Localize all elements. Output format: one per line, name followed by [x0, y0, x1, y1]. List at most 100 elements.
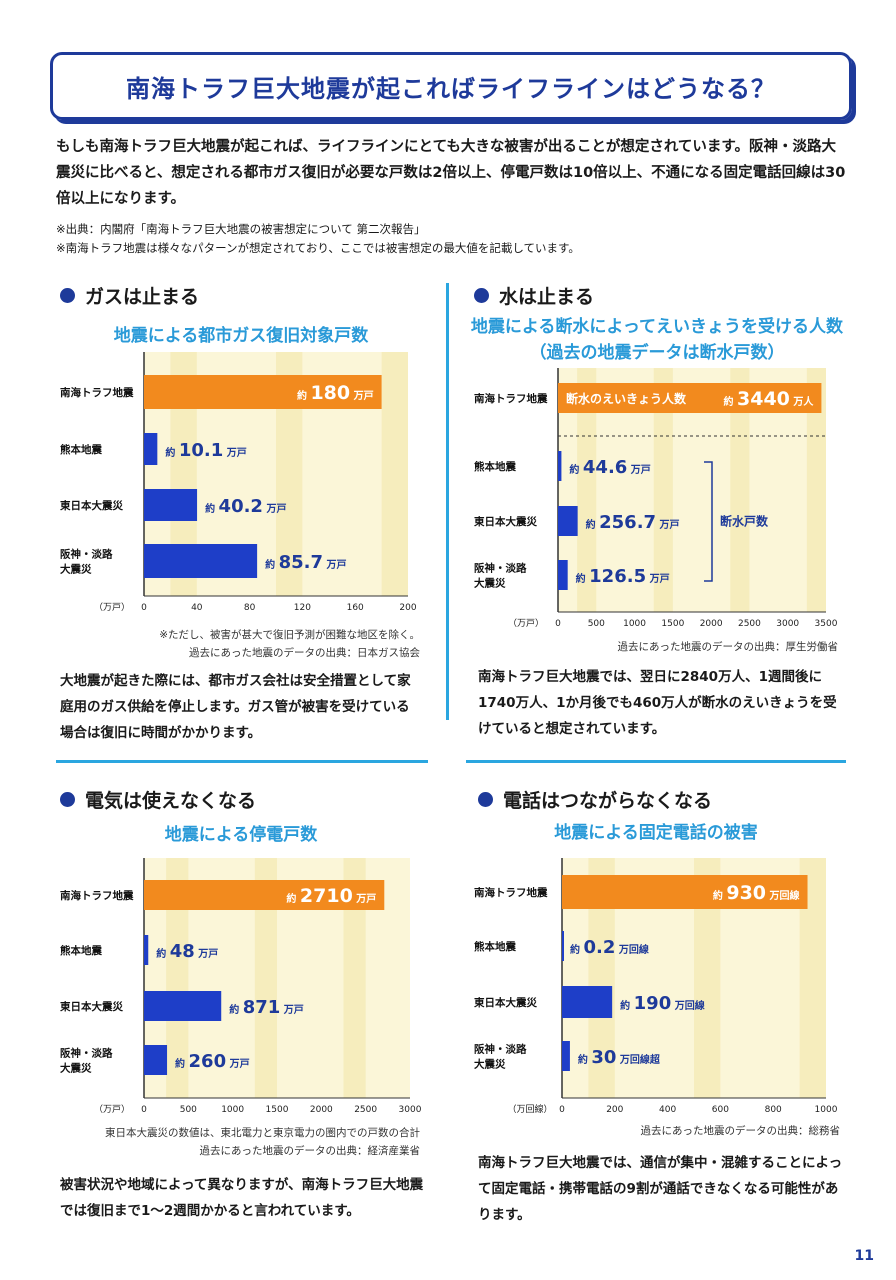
x-tick-label: 500 [588, 619, 605, 629]
gas-source-data: 過去にあった地震のデータの出典：日本ガス協会 [189, 647, 420, 659]
bar-3 [144, 544, 258, 578]
category-label: 南海トラフ地震 [60, 386, 134, 399]
value-label: 約 871 万戸 [229, 997, 304, 1018]
x-tick-label: 2500 [354, 1105, 377, 1115]
x-tick-label: 2000 [700, 619, 723, 629]
power-source-data: 過去にあった地震のデータの出典：経済産業省 [199, 1145, 421, 1157]
x-tick-label: 3500 [815, 619, 838, 629]
bar-1 [558, 451, 562, 481]
section-gas-title: ガスは止まる [85, 286, 200, 308]
x-tick-label: 400 [659, 1105, 676, 1115]
bar-3 [144, 1045, 168, 1075]
grid-band [381, 352, 408, 596]
x-axis-unit: （万回線） [507, 1103, 552, 1115]
x-tick-label: 1500 [661, 619, 684, 629]
bar-2 [562, 986, 613, 1018]
value-label: 約 48 万戸 [156, 941, 218, 962]
x-axis-unit: （万戸） [94, 602, 130, 613]
category-label: 熊本地震 [474, 460, 516, 473]
section-water-title: 水は止まる [499, 286, 595, 308]
value-label: 約 180 万戸 [297, 382, 374, 404]
notes: ※出典：内閣府「南海トラフ巨大地震の被害想定について 第二次報告」 ※南海トラフ… [56, 220, 846, 258]
section-phone-title: 電話はつながらなくなる [503, 790, 713, 812]
x-tick-label: 160 [347, 603, 364, 613]
category-label: 東日本大震災 [60, 499, 123, 512]
chart-water-subtitle: （過去の地震データは断水戸数） [529, 343, 785, 363]
category-label: 阪神・淡路 [474, 562, 527, 575]
section-power-heading: 電気は使えなくなる [60, 786, 256, 813]
category-label: 南海トラフ地震 [60, 889, 134, 902]
chart-phone-title: 地震による固定電話の被害 [554, 823, 758, 843]
chart-water-sources: 過去にあった地震のデータの出典：厚生労働省 [470, 638, 839, 656]
section-water-heading: 水は止まる [474, 282, 594, 309]
x-tick-label: 1000 [815, 1105, 838, 1115]
x-tick-label: 3000 [776, 619, 799, 629]
bracket [704, 461, 713, 582]
x-tick-label: 200 [606, 1105, 623, 1115]
gas-source-note: ※ただし、被害が甚大で復旧予測が困難な地区を除く。 [159, 629, 420, 641]
section-phone-body: 南海トラフ巨大地震では、通信が集中・混雑することによって固定電話・携帯電話の9割… [478, 1155, 843, 1223]
bar-3 [562, 1041, 570, 1071]
bar-2 [144, 991, 222, 1021]
chart-power: 0 500 1000 1500 2000 2500 3000 （万戸） 南海トラフ地震 約 271… [60, 858, 422, 1115]
bracket-label: 断水戸数 [720, 514, 769, 529]
note-source: ※出典：内閣府「南海トラフ巨大地震の被害想定について 第二次報告」 [56, 222, 426, 236]
note-pattern: ※南海トラフ地震は様々なパターンが想定されており、ここでは被害想定の最大値を記載… [56, 241, 580, 255]
bar-2 [558, 506, 578, 536]
x-axis-unit: （万戸） [94, 1104, 130, 1115]
power-source-note: 東日本大震災の数値は、東北電力と東京電力の圏内での戸数の合計 [105, 1127, 420, 1139]
section-gas-heading: ガスは止まる [60, 282, 199, 309]
bar-2 [144, 489, 198, 521]
category-label: 阪神・淡路 [60, 548, 113, 561]
value-label: 約 190 万回線 [620, 993, 705, 1014]
x-tick-label: 800 [765, 1105, 782, 1115]
category-label: 大震災 [474, 1058, 506, 1071]
category-label: 熊本地震 [474, 940, 516, 953]
page-title: 南海トラフ巨大地震が起こればライフラインはどうなる？ [126, 74, 776, 103]
bar-0 [144, 375, 382, 409]
category-label: 阪神・淡路 [60, 1047, 113, 1060]
category-label: 東日本大震災 [60, 1000, 123, 1013]
x-tick-label: 0 [555, 619, 561, 629]
x-tick-label: 0 [141, 603, 147, 613]
bar-0 [562, 875, 808, 909]
x-tick-label: 0 [559, 1105, 565, 1115]
value-label: 約 256.7 万戸 [586, 512, 680, 533]
category-label: 熊本地震 [60, 443, 102, 456]
title-box: 南海トラフ巨大地震が起こればライフラインはどうなる？ [50, 52, 852, 120]
bar-0 [144, 880, 385, 910]
grid-band [730, 368, 750, 612]
x-tick-label: 1000 [221, 1105, 244, 1115]
chart-phone: 0 200 400 600 800 1000 （万回線） 南海トラフ地震 約 930 万回線熊本… [474, 858, 838, 1115]
section-power-title: 電気は使えなくなる [85, 790, 257, 812]
bar-3 [558, 560, 568, 590]
chart-water-title: 地震による断水によってえいきょうを受ける人数 [470, 317, 844, 337]
x-tick-label: 120 [294, 603, 311, 613]
category-label: 大震災 [474, 577, 506, 590]
value-label: 約 10.1 万戸 [165, 440, 246, 461]
category-label: 東日本大震災 [474, 515, 537, 528]
x-tick-label: 2000 [310, 1105, 333, 1115]
water-source-data: 過去にあった地震のデータの出典：厚生労働省 [617, 641, 839, 653]
horizontal-divider-left [56, 760, 428, 763]
section-phone-heading: 電話はつながらなくなる [478, 786, 712, 813]
x-tick-label: 600 [712, 1105, 729, 1115]
bar-1 [562, 931, 564, 961]
chart-gas-sources: ※ただし、被害が甚大で復旧予測が困難な地区を除く。 過去にあった地震のデータの出… [56, 626, 420, 662]
category-label: 熊本地震 [60, 944, 102, 957]
chart-gas-title: 地震による都市ガス復旧対象戸数 [113, 326, 369, 346]
chart-water: 0 500 1000 1500 2000 2500 3000 3500（万戸）南海トラフ地震約… [474, 368, 838, 629]
grid-band [577, 368, 597, 612]
section-power-body: 被害状況や地域によって異なりますが、南海トラフ巨大地震では復旧まで1〜2週間かか… [60, 1177, 424, 1219]
category-label: 阪神・淡路 [474, 1043, 527, 1056]
grid-band [254, 858, 277, 1098]
x-tick-label: 1000 [623, 619, 646, 629]
chart-power-title: 地震による停電戸数 [164, 825, 318, 845]
value-label: 約 2710 万戸 [286, 885, 376, 907]
phone-source-data: 過去にあった地震のデータの出典：総務省 [640, 1125, 841, 1137]
bar-1 [144, 935, 149, 965]
x-tick-label: 3000 [399, 1105, 422, 1115]
category-label: 南海トラフ地震 [474, 886, 548, 899]
value-label: 約 85.7 万戸 [265, 552, 346, 573]
